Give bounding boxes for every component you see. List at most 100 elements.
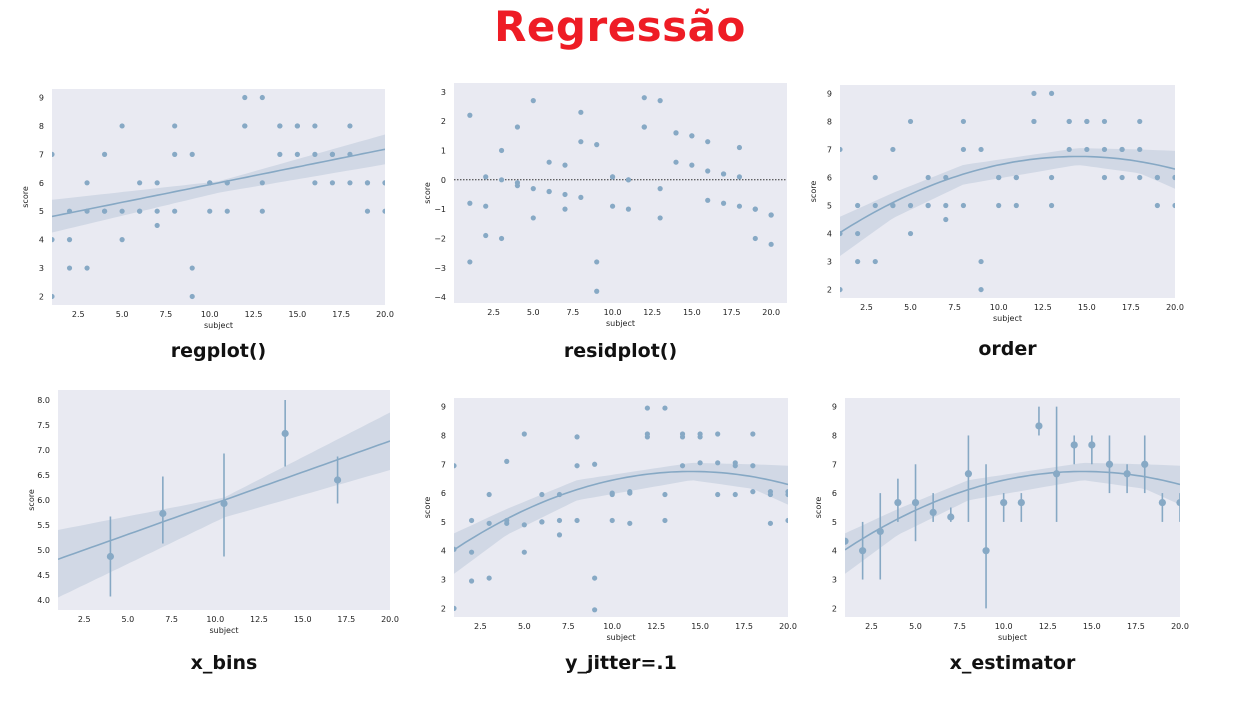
x-tick-label: 7.5: [567, 308, 580, 317]
x-tick-label: 15.0: [288, 310, 306, 319]
chart-residplot: 2.5 5.0 7.5 10.0 12.5 15.0 17.5 20.0 3 2 1 0 −1 −2 −3 −…: [423, 83, 787, 328]
y-tick-label: 3: [441, 576, 446, 585]
regression-line: [840, 155, 1175, 234]
data-point: [294, 151, 300, 157]
data-point: [720, 171, 727, 177]
y-axis-label: score: [814, 497, 823, 519]
x-tick-label: 5.0: [904, 303, 917, 312]
data-point: [1154, 202, 1160, 209]
data-point: [732, 491, 738, 498]
data-point: [1137, 146, 1143, 153]
x-tick-label: 12.5: [1034, 303, 1052, 312]
x-tick-label: 17.5: [723, 308, 741, 317]
x-tick-label: 2.5: [474, 622, 487, 631]
x-tick-label: 20.0: [376, 310, 394, 319]
data-point: [1031, 90, 1037, 97]
plot-background: [454, 398, 788, 617]
data-point: [925, 202, 931, 209]
y-axis-label: score: [809, 181, 818, 203]
data-point: [715, 431, 721, 437]
x-tick-label: 7.5: [948, 303, 961, 312]
y-tick-label: 3: [832, 576, 837, 585]
data-point: [483, 203, 489, 209]
data-point: [996, 202, 1002, 209]
y-tick-label: 3: [827, 258, 832, 267]
data-point: [467, 259, 473, 265]
data-point: [978, 286, 984, 293]
x-tick-label: 12.5: [1039, 622, 1057, 631]
x-tick-label: 7.5: [953, 622, 966, 631]
data-point: [333, 476, 342, 484]
data-point: [101, 208, 108, 214]
y-tick-label: 5: [39, 207, 44, 216]
y-tick-label: 4: [827, 230, 832, 239]
page-title: Regressão: [494, 2, 746, 51]
data-point: [644, 434, 650, 440]
data-point: [483, 174, 489, 180]
data-point: [84, 180, 90, 186]
x-tick-label: 12.5: [647, 622, 665, 631]
data-point: [609, 174, 616, 180]
data-point: [907, 202, 914, 209]
data-point: [1119, 174, 1125, 181]
data-point: [715, 491, 721, 498]
data-point: [556, 517, 563, 524]
data-point: [1084, 146, 1090, 153]
y-tick-label: 8.0: [37, 396, 50, 405]
data-point: [1052, 470, 1061, 478]
data-point: [964, 470, 973, 478]
data-point: [1176, 499, 1180, 507]
x-axis-label: subject: [606, 319, 635, 328]
y-tick-label: 5: [832, 518, 837, 527]
y-tick-label: 3: [39, 264, 44, 273]
data-point: [641, 124, 647, 130]
data-point: [715, 460, 721, 466]
data-point: [1172, 174, 1175, 181]
data-point: [1031, 118, 1037, 125]
data-point: [106, 552, 115, 561]
data-point: [498, 147, 505, 154]
data-point: [504, 520, 510, 526]
y-tick-label: −2: [434, 234, 446, 243]
data-point: [697, 434, 703, 440]
x-tick-label: 17.5: [1122, 303, 1140, 312]
data-point: [52, 293, 55, 300]
data-point: [609, 490, 615, 496]
data-point: [66, 237, 73, 243]
x-tick-label: 15.0: [294, 615, 312, 624]
data-point: [929, 508, 937, 516]
data-point: [840, 286, 843, 293]
x-tick-label: 15.0: [683, 308, 701, 317]
data-point: [454, 463, 457, 469]
data-point: [530, 186, 536, 192]
data-point: [1101, 118, 1108, 125]
data-point: [947, 513, 955, 521]
x-tick-label: 10.0: [995, 622, 1013, 631]
chart-regplot: 2.5 5.0 7.5 10.0 12.5 15.0 17.5 20.0 2 3 4 5 6 7 8 9 sub…: [21, 89, 394, 330]
caption-residplot: residplot(): [563, 340, 678, 362]
x-axis-label: subject: [204, 321, 233, 330]
plot-background: [454, 83, 787, 303]
x-tick-label: 17.5: [332, 310, 350, 319]
data-point: [574, 434, 580, 440]
data-point: [347, 151, 353, 157]
y-tick-label: 6: [441, 489, 446, 498]
data-point: [556, 532, 563, 538]
data-point: [594, 288, 600, 294]
x-tick-label: 15.0: [1078, 303, 1096, 312]
data-point: [705, 168, 711, 174]
data-point: [154, 180, 160, 186]
x-tick-label: 12.5: [643, 308, 661, 317]
data-point: [673, 159, 679, 165]
caption-x-estimator: x_estimator: [949, 652, 1076, 674]
data-point: [521, 549, 527, 555]
data-point: [220, 499, 228, 508]
x-tick-label: 7.5: [160, 310, 173, 319]
data-point: [514, 180, 521, 186]
x-tick-label: 5.0: [116, 310, 129, 319]
data-point: [66, 208, 73, 214]
x-axis-label: subject: [993, 314, 1022, 323]
data-point: [312, 123, 318, 129]
x-tick-label: 2.5: [860, 303, 873, 312]
chart-x-bins: 2.5 5.0 7.5 10.0 12.5 15.0 17.5 20.0 8.0 7.5 7.0 6.…: [27, 390, 399, 635]
